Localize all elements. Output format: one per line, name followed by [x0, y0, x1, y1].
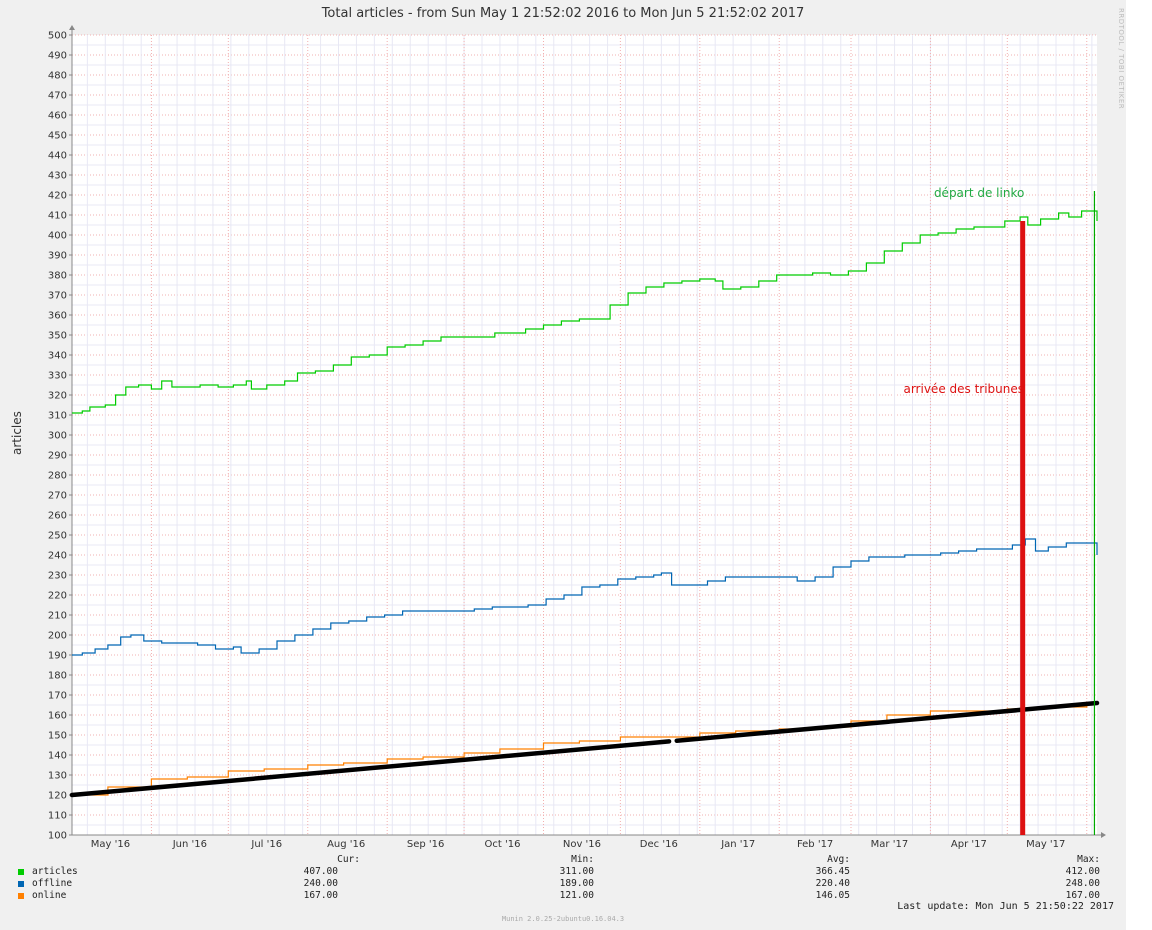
x-tick-label: May '17 [1026, 839, 1065, 850]
chart-title: Total articles - from Sun May 1 21:52:02… [321, 6, 805, 21]
y-tick-label: 120 [48, 791, 67, 802]
y-tick-label: 160 [48, 711, 67, 722]
y-tick-label: 310 [48, 411, 67, 422]
y-tick-label: 220 [48, 591, 67, 602]
annotation-depart-linko: départ de linko [934, 186, 1024, 200]
legend-header-row: Cur: Min: Avg: Max: [18, 854, 1118, 866]
y-tick-label: 280 [48, 471, 67, 482]
legend-min-online: 121.00 [559, 890, 594, 901]
y-tick-label: 240 [48, 551, 67, 562]
y-tick-label: 430 [48, 171, 67, 182]
x-tick-label: May '16 [91, 839, 130, 850]
y-tick-label: 140 [48, 751, 67, 762]
legend-max-offline: 248.00 [1065, 878, 1100, 889]
y-tick-label: 500 [48, 31, 67, 42]
y-tick-label: 270 [48, 491, 67, 502]
y-tick-label: 350 [48, 331, 67, 342]
y-tick-label: 170 [48, 691, 67, 702]
y-tick-label: 490 [48, 51, 67, 62]
series-articles [72, 210, 1098, 414]
legend-swatch-articles [18, 869, 24, 875]
last-update-text: Last update: Mon Jun 5 21:50:22 2017 [897, 901, 1114, 912]
y-tick-label: 340 [48, 351, 67, 362]
y-tick-label: 440 [48, 151, 67, 162]
y-tick-label: 130 [48, 771, 67, 782]
x-tick-label: Feb '17 [797, 839, 833, 850]
x-tick-label: Oct '16 [485, 839, 521, 850]
legend-name-offline: offline [32, 878, 73, 889]
y-tick-label: 420 [48, 191, 67, 202]
y-tick-label: 180 [48, 671, 67, 682]
y-tick-label: 450 [48, 131, 67, 142]
y-tick-label: 470 [48, 91, 67, 102]
y-tick-label: 390 [48, 251, 67, 262]
plot-background [72, 35, 1097, 835]
series-offline [72, 538, 1098, 656]
legend-col-min: Min: [571, 854, 594, 865]
plot-area: 100 110 120 130 140 150 160 170 180 190 200 210 220 2… [48, 25, 1106, 850]
legend-min-articles: 311.00 [559, 866, 594, 877]
chart-frame: Total articles - from Sun May 1 21:52:02… [0, 0, 1126, 930]
legend-row-offline: offline 240.00 189.00 220.40 248.00 [18, 878, 1118, 890]
legend-min-offline: 189.00 [559, 878, 594, 889]
y-tick-label: 380 [48, 271, 67, 282]
legend-row-articles: articles 407.00 311.00 366.45 412.00 [18, 866, 1118, 878]
x-tick-label: Sep '16 [407, 839, 445, 850]
y-tick-label: 400 [48, 231, 67, 242]
y-tick-label: 250 [48, 531, 67, 542]
y-tick-label: 200 [48, 631, 67, 642]
legend-max-articles: 412.00 [1065, 866, 1100, 877]
legend-cur-online: 167.00 [303, 890, 338, 901]
series-online [72, 701, 1098, 796]
y-tick-label: 230 [48, 571, 67, 582]
y-tick-label: 150 [48, 731, 67, 742]
legend-max-online: 167.00 [1065, 890, 1100, 901]
y-tick-label: 290 [48, 451, 67, 462]
y-tick-label: 190 [48, 651, 67, 662]
legend-col-cur: Cur: [337, 854, 360, 865]
y-tick-label: 330 [48, 371, 67, 382]
rrdtool-credit: RRDTOOL / TOBI OETIKER [1117, 8, 1125, 110]
legend-cur-articles: 407.00 [303, 866, 338, 877]
x-axis-arrow [1101, 832, 1106, 838]
legend-col-avg: Avg: [827, 854, 850, 865]
x-tick-label: Aug '16 [327, 839, 365, 850]
y-tick-label: 320 [48, 391, 67, 402]
x-tick-label: Nov '16 [563, 839, 601, 850]
legend-name-articles: articles [32, 866, 78, 877]
y-tick-label: 260 [48, 511, 67, 522]
y-tick-label: 110 [48, 811, 67, 822]
legend-col-max: Max: [1077, 854, 1100, 865]
x-tick-label: Dec '16 [640, 839, 678, 850]
y-axis-arrow [69, 25, 75, 30]
legend-swatch-offline [18, 881, 24, 887]
legend-cur-offline: 240.00 [303, 878, 338, 889]
legend-row-online: online 167.00 121.00 146.05 167.00 [18, 890, 1118, 902]
y-tick-label: 360 [48, 311, 67, 322]
annotation-arrivee-tribunes: arrivée des tribunes [903, 382, 1024, 396]
munin-version-footer: Munin 2.0.25-2ubuntu0.16.04.3 [501, 915, 625, 923]
trend-line-segment [674, 700, 1100, 743]
x-tick-label: Apr '17 [951, 839, 987, 850]
trend-line-segment [69, 739, 672, 798]
legend-swatch-online [18, 893, 24, 899]
y-tick-label: 370 [48, 291, 67, 302]
x-tick-label: Mar '17 [871, 839, 909, 850]
y-tick-label: 100 [48, 831, 67, 842]
x-tick-label: Jan '17 [720, 839, 755, 850]
y-tick-label: 210 [48, 611, 67, 622]
legend-avg-offline: 220.40 [815, 878, 850, 889]
legend-avg-online: 146.05 [815, 890, 850, 901]
y-tick-label: 460 [48, 111, 67, 122]
y-tick-label: 410 [48, 211, 67, 222]
y-tick-label: 300 [48, 431, 67, 442]
legend-name-online: online [32, 890, 67, 901]
y-tick-label: 480 [48, 71, 67, 82]
legend-avg-articles: 366.45 [815, 866, 850, 877]
x-tick-label: Jun '16 [172, 839, 207, 850]
x-tick-label: Jul '16 [250, 839, 282, 850]
